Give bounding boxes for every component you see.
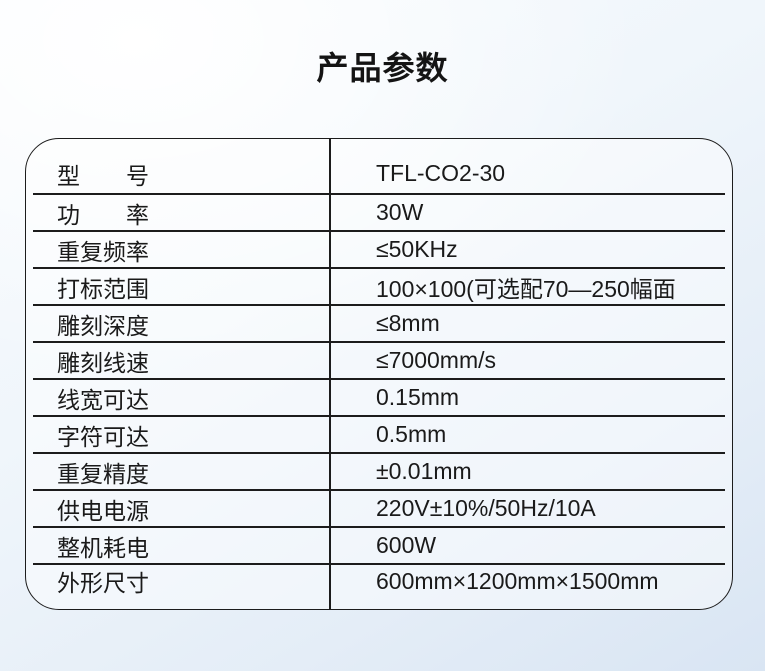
column-divider <box>329 139 331 609</box>
spec-value: 100×100(可选配70—250幅面 <box>376 275 676 302</box>
spec-value: 600mm×1200mm×1500mm <box>376 567 659 594</box>
spec-label: 雕刻线速 <box>57 349 149 376</box>
spec-label: 字符可达 <box>57 423 149 450</box>
spec-label: 外形尺寸 <box>57 570 149 596</box>
spec-label: 重复精度 <box>57 460 149 487</box>
spec-value: 0.5mm <box>376 421 447 447</box>
spec-label: 供电电源 <box>57 497 149 524</box>
spec-value: 600W <box>376 532 437 558</box>
spec-value: TFL-CO2-30 <box>376 160 506 186</box>
spec-row-engraving-speed: 雕刻线速 ≤7000mm/s <box>26 342 732 380</box>
spec-row-power-supply: 供电电源 220V±10%/50Hz/10A <box>26 490 732 528</box>
spec-label: 型 号 <box>57 162 149 189</box>
spec-row-marking-range: 打标范围 100×100(可选配70—250幅面 <box>26 268 732 306</box>
spec-value: ≤50KHz <box>376 236 458 262</box>
spec-value: ±0.01mm <box>376 458 472 484</box>
spec-value: 0.15mm <box>376 384 460 410</box>
spec-row-repeat-accuracy: 重复精度 ±0.01mm <box>26 453 732 491</box>
spec-row-dimensions: 外形尺寸 600mm×1200mm×1500mm <box>26 564 732 608</box>
spec-value: ≤7000mm/s <box>376 347 496 373</box>
spec-row-line-width: 线宽可达 0.15mm <box>26 379 732 417</box>
spec-label: 雕刻深度 <box>57 312 149 339</box>
spec-label: 打标范围 <box>57 275 149 302</box>
spec-value: 30W <box>376 199 424 225</box>
spec-label: 线宽可达 <box>57 386 149 413</box>
page-title: 产品参数 <box>316 50 449 86</box>
spec-label: 整机耗电 <box>57 534 149 561</box>
spec-row-character-size: 字符可达 0.5mm <box>26 416 732 454</box>
spec-row-repetition-frequency: 重复频率 ≤50KHz <box>26 231 732 269</box>
spec-row-power-consumption: 整机耗电 600W <box>26 527 732 565</box>
spec-row-model: 型 号 TFL-CO2-30 <box>26 139 732 195</box>
spec-row-engraving-depth: 雕刻深度 ≤8mm <box>26 305 732 343</box>
spec-label: 功 率 <box>57 201 149 228</box>
spec-value: 220V±10%/50Hz/10A <box>376 495 596 521</box>
spec-row-power: 功 率 30W <box>26 194 732 232</box>
spec-value: ≤8mm <box>376 310 440 336</box>
spec-table: 型 号 TFL-CO2-30 功 率 30W 重复频率 ≤50KHz 打标范围 … <box>25 138 733 610</box>
spec-label: 重复频率 <box>57 238 149 265</box>
